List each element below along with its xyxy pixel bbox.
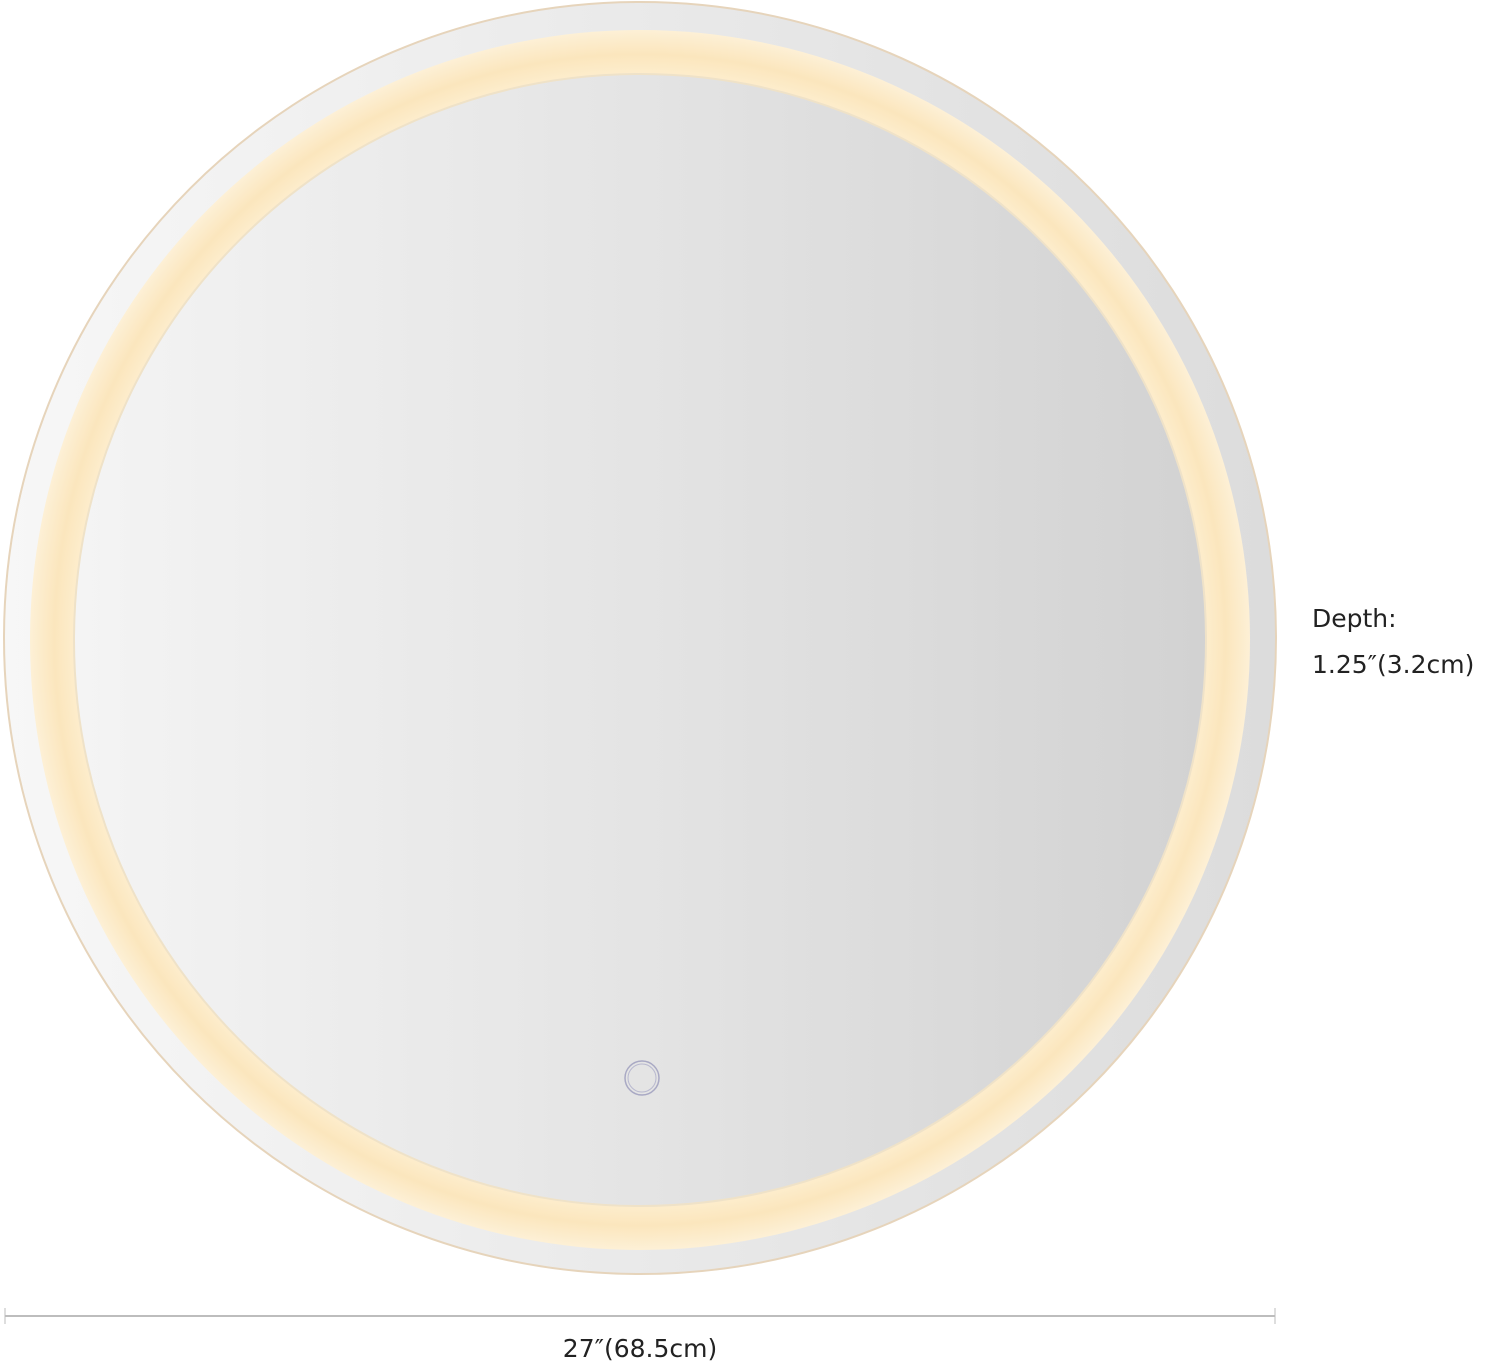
circle-touch-icon[interactable] xyxy=(624,1060,660,1096)
width-value: 27″(68.5cm) xyxy=(562,1334,718,1363)
width-dimension-line xyxy=(4,1308,1276,1324)
depth-value: 1.25″(3.2cm) xyxy=(1312,650,1475,679)
mirror-glass xyxy=(73,73,1207,1207)
depth-label: Depth: xyxy=(1312,604,1397,633)
